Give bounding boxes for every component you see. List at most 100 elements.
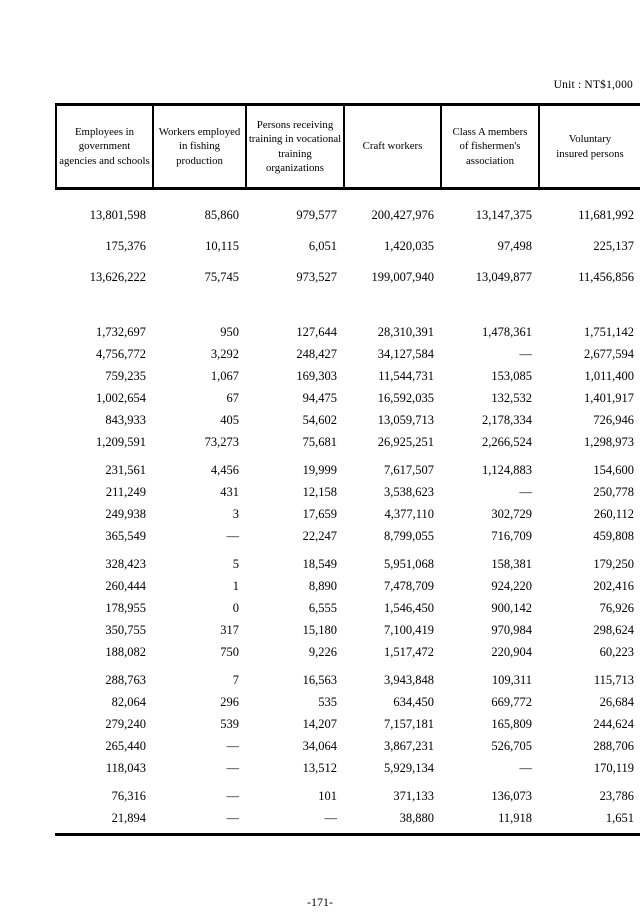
table-row: 188,082 750 9,226 1,517,472 220,904 60,223	[55, 641, 640, 663]
table-row: 4,756,772 3,292 248,427 34,127,584 — 2,677,59…	[55, 343, 640, 365]
table-cell: 132,532	[491, 391, 532, 405]
table-cell: 4,377,110	[384, 507, 434, 521]
table-cell: 231,561	[105, 463, 146, 477]
table-cell: 17,659	[302, 507, 337, 521]
header-cell: Voluntary insured persons	[538, 106, 640, 187]
table-row: 843,933 405 54,602 13,059,713 2,178,334 726,9…	[55, 409, 640, 431]
table-row: 13,626,222 75,745 973,527 199,007,940 13,049…	[55, 262, 640, 293]
table-cell: 34,064	[302, 739, 337, 753]
table-cell: 249,938	[105, 507, 146, 521]
table-cell: 1,751,142	[584, 325, 634, 339]
table-cell: 13,059,713	[377, 413, 434, 427]
table-cell: 1,209,591	[96, 435, 146, 449]
table-cell: 7,100,419	[384, 623, 434, 637]
table-cell: 67	[226, 391, 240, 405]
table-cell: 16,592,035	[377, 391, 434, 405]
table-cell: 26,684	[599, 695, 634, 709]
table-cell: 13,147,375	[475, 208, 532, 222]
table-cell: 3,292	[210, 347, 239, 361]
table-cell: 7,157,181	[384, 717, 434, 731]
table-cell: 979,577	[296, 208, 337, 222]
table-cell: 1	[232, 579, 239, 593]
table-cell: 26,925,251	[377, 435, 434, 449]
table-cell: 1,401,917	[584, 391, 634, 405]
table-cell: 7,478,709	[384, 579, 434, 593]
table-cell: 288,763	[105, 673, 146, 687]
table-cell: —	[519, 485, 533, 499]
table-cell: 165,809	[491, 717, 532, 731]
table-cell: 38,880	[399, 811, 434, 825]
table-cell: 535	[318, 695, 337, 709]
table-cell: 2,266,524	[482, 435, 532, 449]
table-cell: 3	[232, 507, 239, 521]
table-cell: 28,310,391	[377, 325, 434, 339]
table-cell: 21,894	[111, 811, 146, 825]
table-cell: 153,085	[491, 369, 532, 383]
table-cell: 1,517,472	[384, 645, 434, 659]
row-group: 328,423 5 18,549 5,951,068 158,381 179,250 260…	[55, 553, 640, 663]
table-cell: 328,423	[105, 557, 146, 571]
table-cell: 85,860	[204, 208, 239, 222]
table-cell: 244,624	[593, 717, 634, 731]
table-cell: 76,316	[111, 789, 146, 803]
table-cell: 260,112	[593, 507, 634, 521]
table-cell: —	[226, 789, 240, 803]
table-cell: 250,778	[593, 485, 634, 499]
table-cell: 288,706	[593, 739, 634, 753]
header-cell: Workers employed in fishing production	[152, 106, 245, 187]
table-cell: —	[519, 347, 533, 361]
table-cell: 3,867,231	[384, 739, 434, 753]
table-cell: 459,808	[593, 529, 634, 543]
table-cell: 2,677,594	[584, 347, 634, 361]
table-cell: 11,544,731	[378, 369, 434, 383]
table-row: 328,423 5 18,549 5,951,068 158,381 179,250	[55, 553, 640, 575]
page-number: -171-	[307, 895, 333, 909]
table-cell: 127,644	[296, 325, 337, 339]
table-row: 175,376 10,115 6,051 1,420,035 97,498 225,137	[55, 231, 640, 262]
table-cell: 1,002,654	[96, 391, 146, 405]
table-cell: 225,137	[593, 239, 634, 253]
table-cell: 973,527	[296, 270, 337, 284]
table-row: 178,955 0 6,555 1,546,450 900,142 76,926	[55, 597, 640, 619]
table-cell: 0	[232, 601, 239, 615]
table-cell: 431	[220, 485, 239, 499]
header-cell: Persons receiving training in vocational…	[245, 106, 343, 187]
table-cell: 16,563	[302, 673, 337, 687]
table-cell: 11,681,992	[578, 208, 634, 222]
table-cell: 76,926	[599, 601, 634, 615]
unit-label: Unit : NT$1,000	[553, 79, 633, 91]
table-cell: 950	[220, 325, 239, 339]
table-cell: 13,626,222	[89, 270, 146, 284]
table-cell: 23,786	[599, 789, 634, 803]
table-cell: 317	[220, 623, 239, 637]
table-row: 76,316 — 101 371,133 136,073 23,786	[55, 785, 640, 807]
table-cell: 539	[220, 717, 239, 731]
table-cell: 2,178,334	[482, 413, 532, 427]
table-cell: —	[226, 761, 240, 775]
table-cell: 75,681	[302, 435, 337, 449]
table-cell: 73,273	[204, 435, 239, 449]
table-cell: 1,651	[605, 811, 634, 825]
header-cell: Craft workers	[343, 106, 440, 187]
table-cell: 350,755	[105, 623, 146, 637]
table-cell: 1,067	[210, 369, 239, 383]
table-cell: 75,745	[204, 270, 239, 284]
table-row: 260,444 1 8,890 7,478,709 924,220 202,416	[55, 575, 640, 597]
table-cell: 94,475	[302, 391, 337, 405]
table-cell: —	[226, 739, 240, 753]
table-cell: 202,416	[593, 579, 634, 593]
table-cell: 178,955	[105, 601, 146, 615]
table-cell: 365,549	[105, 529, 146, 543]
table-cell: 118,043	[105, 761, 146, 775]
table-cell: 22,247	[302, 529, 337, 543]
row-group: 76,316 — 101 371,133 136,073 23,786 21,894 — — 38…	[55, 785, 640, 829]
table-cell: 9,226	[308, 645, 337, 659]
table-cell: 970,984	[491, 623, 532, 637]
table-cell: 716,709	[491, 529, 532, 543]
table-row: 1,209,591 73,273 75,681 26,925,251 2,266,524…	[55, 431, 640, 453]
table-row: 350,755 317 15,180 7,100,419 970,984 298,624	[55, 619, 640, 641]
table-cell: 526,705	[491, 739, 532, 753]
row-group: 1,732,697 950 127,644 28,310,391 1,478,361 1,…	[55, 321, 640, 453]
table-cell: 8,890	[308, 579, 337, 593]
table-cell: 14,207	[302, 717, 337, 731]
